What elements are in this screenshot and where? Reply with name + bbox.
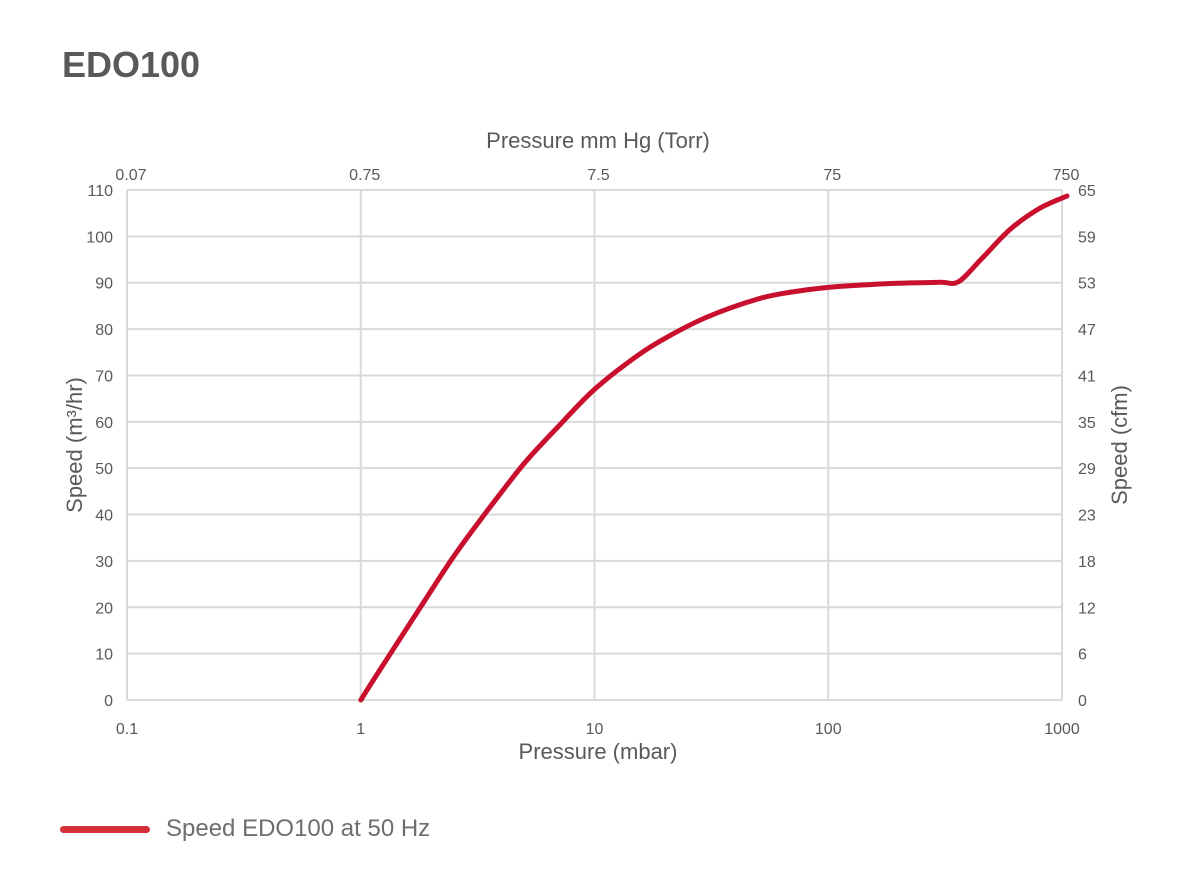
y-tick-label: 40 <box>95 508 113 525</box>
series <box>358 193 1070 703</box>
y-tick-label: 100 <box>86 229 113 246</box>
y2-tick-label: 0 <box>1078 693 1087 710</box>
legend-swatch <box>60 825 150 833</box>
right-axis-label: Speed (cfm) <box>1107 385 1132 505</box>
y-tick-label: 10 <box>95 647 113 664</box>
x2-tick-label: 0.07 <box>115 167 146 184</box>
top-axis-label: Pressure mm Hg (Torr) <box>486 128 710 153</box>
y-tick-label: 60 <box>95 415 113 432</box>
x-tick-label: 0.1 <box>116 721 138 738</box>
y2-tick-label: 23 <box>1078 508 1096 525</box>
x2-tick-label: 750 <box>1053 167 1080 184</box>
tick-labels: 0102030405060708090100110061218232935414… <box>86 167 1096 738</box>
y2-tick-label: 12 <box>1078 600 1096 617</box>
y2-tick-label: 59 <box>1078 229 1096 246</box>
y-tick-label: 90 <box>95 276 113 293</box>
page-title: EDO100 <box>62 44 201 85</box>
y-tick-label: 30 <box>95 554 113 571</box>
y-tick-label: 110 <box>87 183 113 200</box>
x-tick-label: 1 <box>356 721 365 738</box>
y2-tick-label: 41 <box>1078 368 1096 385</box>
x2-tick-label: 7.5 <box>587 167 609 184</box>
y2-tick-label: 65 <box>1078 183 1096 200</box>
x-axis-label: Pressure (mbar) <box>519 739 678 764</box>
x2-tick-label: 75 <box>823 167 841 184</box>
grid <box>126 189 1063 701</box>
series-line-speed-edo100 <box>358 193 1070 703</box>
x2-tick-label: 0.75 <box>349 167 380 184</box>
y-tick-label: 80 <box>95 322 113 339</box>
y2-tick-label: 6 <box>1078 647 1087 664</box>
legend: Speed EDO100 at 50 Hz <box>60 815 430 843</box>
y-tick-label: 50 <box>95 461 113 478</box>
y-tick-label: 0 <box>104 693 113 710</box>
x-tick-label: 1000 <box>1044 721 1080 738</box>
y-tick-label: 20 <box>95 600 113 617</box>
legend-label: Speed EDO100 at 50 Hz <box>166 815 431 842</box>
y-axis-label: Speed (m³/hr) <box>62 377 87 513</box>
y2-tick-label: 53 <box>1078 276 1096 293</box>
y2-tick-label: 35 <box>1078 415 1096 432</box>
y-tick-label: 70 <box>95 368 113 385</box>
x-tick-label: 100 <box>815 721 842 738</box>
y2-tick-label: 47 <box>1078 322 1096 339</box>
x-tick-label: 10 <box>586 721 604 738</box>
y2-tick-label: 29 <box>1078 461 1096 478</box>
y2-tick-label: 18 <box>1078 554 1096 571</box>
